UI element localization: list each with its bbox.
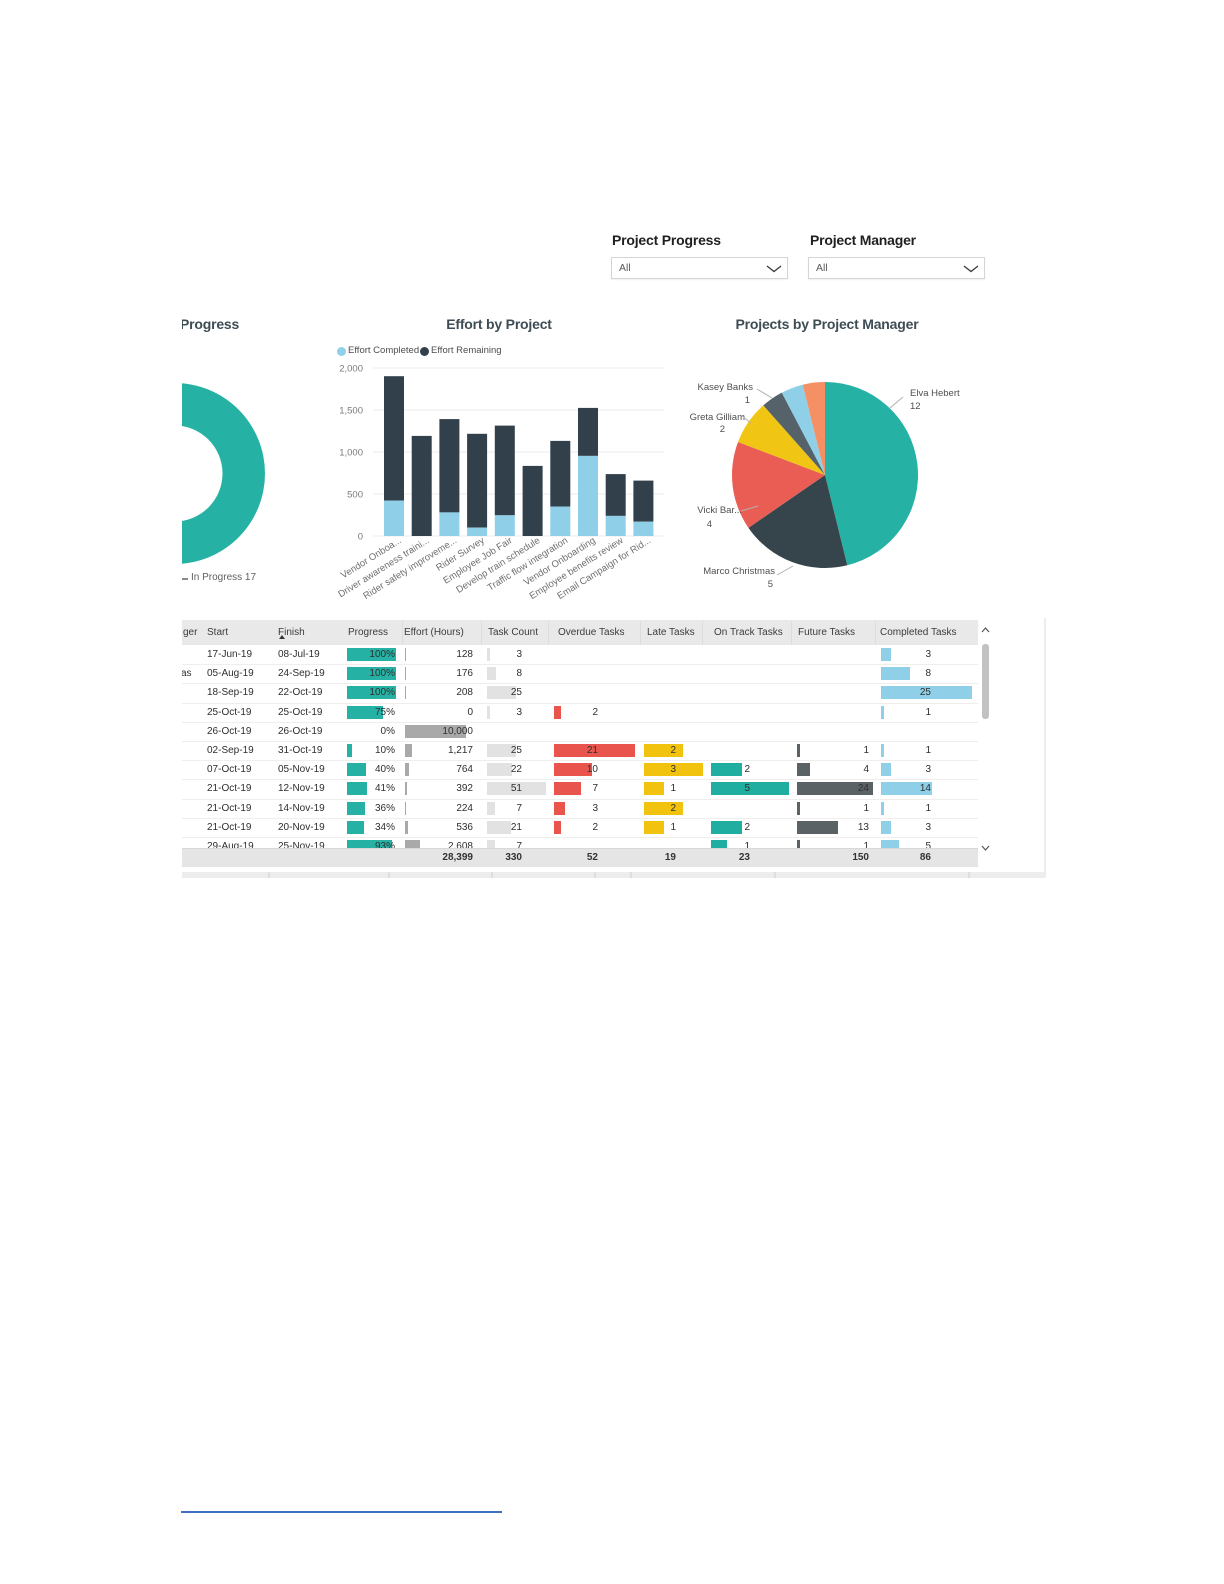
svg-text:1,500: 1,500 — [339, 406, 363, 417]
svg-text:Elva Hebert: Elva Hebert — [910, 388, 960, 399]
svg-text:4: 4 — [707, 519, 712, 530]
svg-text:500: 500 — [347, 490, 363, 501]
svg-text:2,000: 2,000 — [339, 364, 363, 375]
svg-text:0: 0 — [358, 532, 363, 543]
svg-text:2: 2 — [720, 424, 725, 435]
svg-text:Kasey Banks: Kasey Banks — [698, 382, 754, 393]
svg-text:1: 1 — [745, 395, 750, 406]
svg-text:Vicki Bar...: Vicki Bar... — [697, 505, 742, 516]
svg-text:1,000: 1,000 — [339, 448, 363, 459]
svg-text:Greta Gilliam: Greta Gilliam — [690, 412, 746, 423]
svg-text:5: 5 — [768, 579, 773, 590]
svg-text:Marco Christmas: Marco Christmas — [703, 566, 775, 577]
svg-text:12: 12 — [910, 401, 921, 412]
